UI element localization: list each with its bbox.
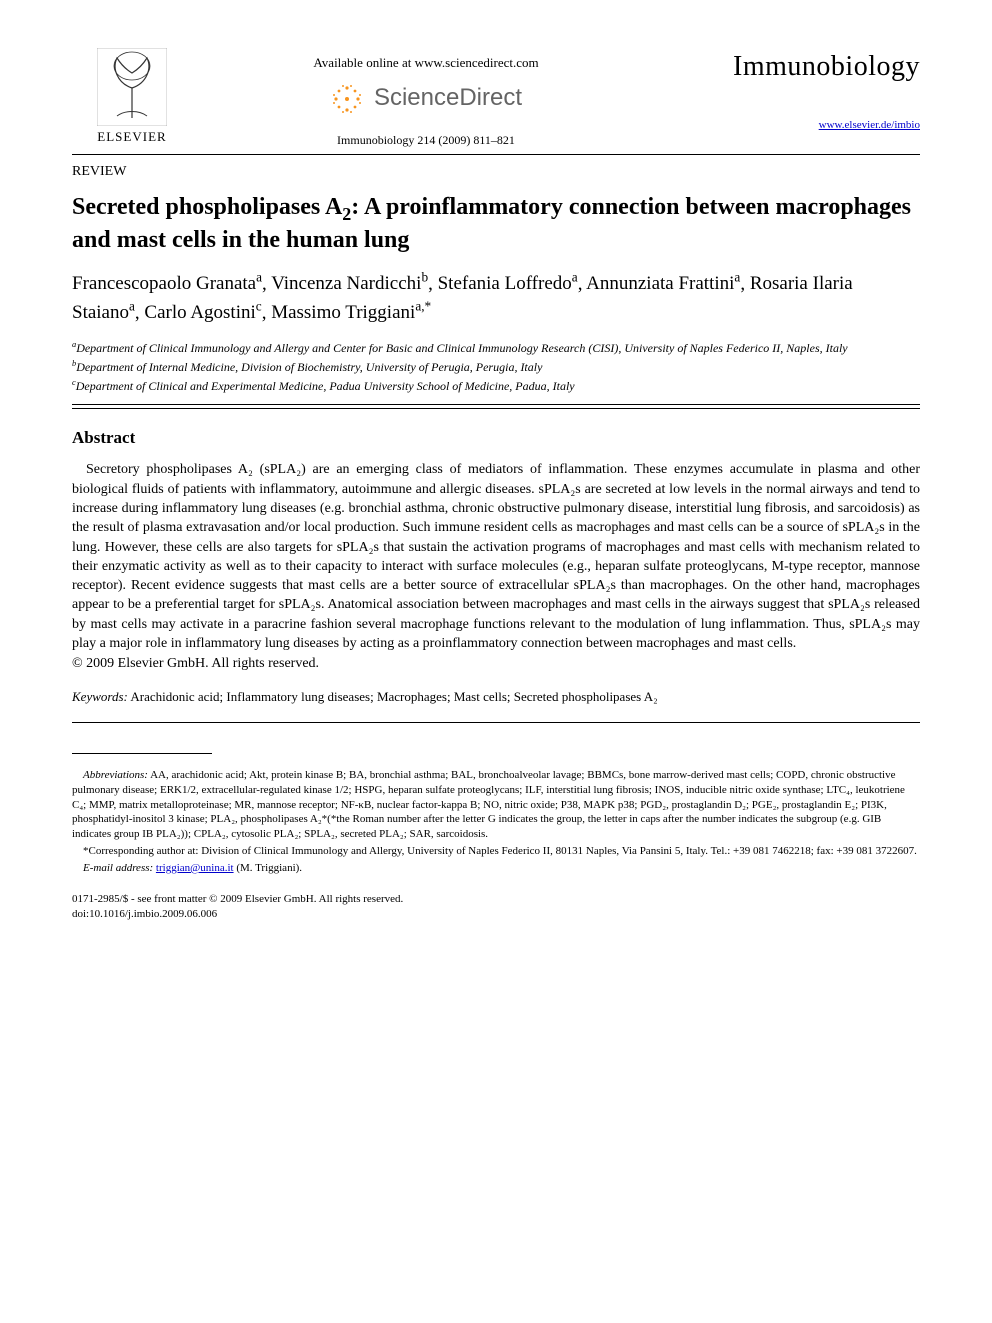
corresponding-author-footnote: *Corresponding author at: Division of Cl… xyxy=(72,844,920,859)
author-name: Carlo Agostini xyxy=(144,302,255,323)
journal-url-link[interactable]: www.elsevier.de/imbio xyxy=(660,118,920,133)
author: Francescopaolo Granataa xyxy=(72,273,262,294)
author: Vincenza Nardicchib xyxy=(271,273,428,294)
pre-abstract-rule-2 xyxy=(72,408,920,409)
author-list: Francescopaolo Granataa, Vincenza Nardic… xyxy=(72,269,920,327)
footnotes: Abbreviations: AA, arachidonic acid; Akt… xyxy=(72,768,920,876)
affiliation-text: Department of Clinical and Experimental … xyxy=(76,379,575,393)
article-type: REVIEW xyxy=(72,163,920,182)
pre-abstract-rule-1 xyxy=(72,404,920,405)
author: Annunziata Frattinia xyxy=(586,273,740,294)
abbreviations-footnote: Abbreviations: AA, arachidonic acid; Akt… xyxy=(72,768,920,842)
author-name: Vincenza Nardicchi xyxy=(271,273,421,294)
email-footnote: E-mail address: triggian@unina.it (M. Tr… xyxy=(72,861,920,876)
author-aff: c xyxy=(256,299,262,314)
abstract-heading: Abstract xyxy=(72,427,920,450)
title-part-1: Secreted phospholipases A xyxy=(72,194,342,220)
page-header: ELSEVIER Available online at www.science… xyxy=(72,48,920,148)
author-aff: a,* xyxy=(415,299,431,314)
corresponding-label: *Corresponding author at: xyxy=(83,845,198,857)
author-aff: a xyxy=(734,270,740,285)
author-name: Massimo Triggiani xyxy=(271,302,415,323)
article-title: Secreted phospholipases A2: A proinflamm… xyxy=(72,192,920,255)
abbreviations-text: AA, arachidonic acid; Akt, protein kinas… xyxy=(72,769,905,840)
author: Carlo Agostinic xyxy=(144,302,261,323)
author-name: Stefania Loffredo xyxy=(438,273,572,294)
affiliation-b: bDepartment of Internal Medicine, Divisi… xyxy=(72,358,920,375)
issn-line: 0171-2985/$ - see front matter © 2009 El… xyxy=(72,892,920,907)
sciencedirect-burst-icon xyxy=(330,82,364,116)
abstract-text: Secretory phospholipases A₂ (sPLA₂) are … xyxy=(72,460,920,653)
author: Stefania Loffredoa xyxy=(438,273,578,294)
title-subscript: 2 xyxy=(342,203,351,223)
email-author-name: (M. Triggiani). xyxy=(234,862,302,874)
keywords-text: Arachidonic acid; Inflammatory lung dise… xyxy=(128,689,658,704)
copyright-line: © 2009 Elsevier GmbH. All rights reserve… xyxy=(72,655,920,674)
publisher-name: ELSEVIER xyxy=(72,128,192,146)
sciencedirect-text: ScienceDirect xyxy=(374,82,522,114)
header-center: Available online at www.sciencedirect.co… xyxy=(192,48,660,148)
corresponding-text: Division of Clinical Immunology and Alle… xyxy=(198,845,916,857)
available-online-text: Available online at www.sciencedirect.co… xyxy=(192,54,660,72)
journal-block: Immunobiology www.elsevier.de/imbio xyxy=(660,48,920,133)
author-aff: b xyxy=(421,270,428,285)
affiliation-c: cDepartment of Clinical and Experimental… xyxy=(72,377,920,394)
author: Massimo Triggiania,* xyxy=(271,302,431,323)
abbreviations-label: Abbreviations: xyxy=(83,769,148,781)
post-keywords-rule xyxy=(72,722,920,723)
footer-metadata: 0171-2985/$ - see front matter © 2009 El… xyxy=(72,892,920,922)
doi-line: doi:10.1016/j.imbio.2009.06.006 xyxy=(72,907,920,922)
author-name: Annunziata Frattini xyxy=(586,273,734,294)
journal-name: Immunobiology xyxy=(660,48,920,86)
journal-reference: Immunobiology 214 (2009) 811–821 xyxy=(192,132,660,148)
author-aff: a xyxy=(256,270,262,285)
author-name: Francescopaolo Granata xyxy=(72,273,256,294)
sciencedirect-logo: ScienceDirect xyxy=(192,82,660,116)
keywords-label: Keywords: xyxy=(72,689,128,704)
affiliation-text: Department of Internal Medicine, Divisio… xyxy=(76,360,542,374)
footnote-separator xyxy=(72,753,212,754)
author-aff: a xyxy=(572,270,578,285)
email-label: E-mail address: xyxy=(83,862,153,874)
publisher-block: ELSEVIER xyxy=(72,48,192,146)
header-rule xyxy=(72,154,920,155)
affiliations: aDepartment of Clinical Immunology and A… xyxy=(72,339,920,395)
keywords-block: Keywords: Arachidonic acid; Inflammatory… xyxy=(72,688,920,706)
affiliation-a: aDepartment of Clinical Immunology and A… xyxy=(72,339,920,356)
elsevier-tree-icon xyxy=(97,48,167,126)
author-aff: a xyxy=(129,299,135,314)
abstract-body: Secretory phospholipases A₂ (sPLA₂) are … xyxy=(72,460,920,653)
affiliation-text: Department of Clinical Immunology and Al… xyxy=(76,341,847,355)
email-link[interactable]: triggian@unina.it xyxy=(156,862,234,874)
